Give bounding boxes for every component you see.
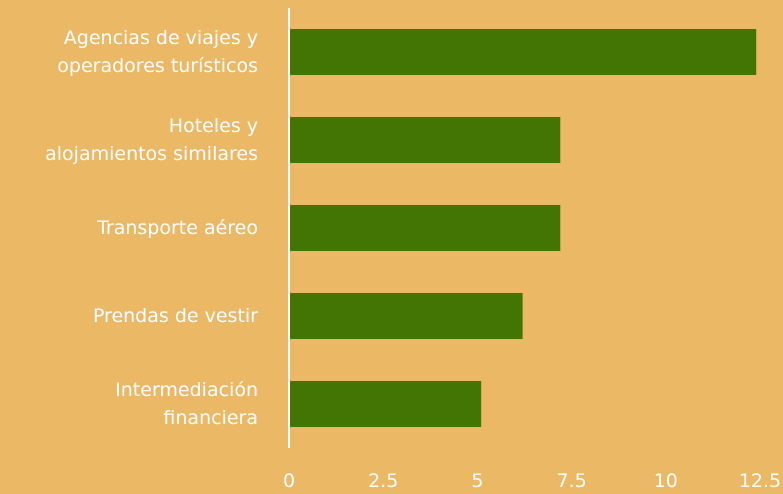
x-tick-label: 5 — [471, 470, 484, 492]
bar — [289, 293, 523, 339]
bar — [289, 117, 561, 163]
x-tick-label: 10 — [653, 470, 678, 492]
y-tick-label: Agencias de viajes y operadores turístic… — [57, 27, 258, 77]
bar — [289, 205, 561, 251]
x-tick-label: 7.5 — [556, 470, 587, 492]
x-tick-label: 0 — [282, 470, 296, 492]
x-tick-label: 2.5 — [368, 470, 399, 492]
y-tick-label: Prendas de vestir — [92, 305, 258, 327]
y-tick-label: Intermediación financiera — [115, 379, 258, 429]
x-tick-label: 12.5 — [738, 470, 782, 492]
y-tick-label: Transporte aéreo — [97, 217, 258, 239]
bar — [289, 381, 482, 427]
bar — [289, 29, 757, 75]
y-tick-label: Hoteles y alojamientos similares — [45, 115, 258, 165]
